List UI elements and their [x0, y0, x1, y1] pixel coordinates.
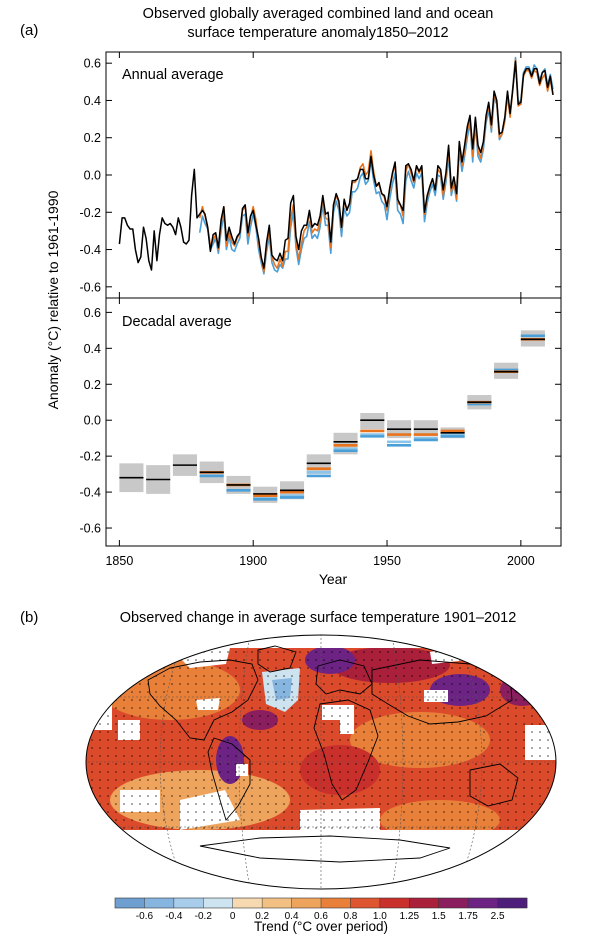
colorbar-tick-label: 2.5 [491, 911, 505, 922]
decadal-ytick-label: 0.6 [84, 306, 101, 320]
colorbar-tick-label: -0.4 [165, 911, 183, 922]
annual-ytick-label: -0.2 [79, 206, 101, 220]
colorbar-swatch [321, 898, 351, 908]
annual-series-black-line [118, 60, 554, 271]
colorbar-tick-label: -0.2 [195, 911, 213, 922]
annual-average-plot: Annual average -0.6 -0.4 -0.2 0.0 0.2 0.4 0.6 [79, 51, 562, 299]
colorbar-swatch [350, 898, 381, 908]
colorbar-swatch [262, 898, 292, 908]
map-graticule [86, 635, 556, 889]
annual-series-group [118, 56, 554, 275]
decadal-ytick-label: -0.2 [79, 450, 101, 464]
colorbar-swatch [438, 898, 469, 908]
panel-a-label: (a) [20, 22, 38, 39]
decadal-plot-frame [105, 297, 562, 547]
annual-series-blue-line [198, 56, 554, 275]
colorbar-tick-label: 1.75 [458, 911, 478, 922]
colorbar-tick-label: -0.6 [136, 911, 154, 922]
colorbar-tick-label: 0.8 [343, 911, 357, 922]
colorbar-swatch [497, 898, 528, 908]
map-coastlines [147, 645, 519, 863]
decadal-series-lines [119, 334, 545, 501]
panel-b-title: Observed change in average surface tempe… [120, 610, 517, 626]
annual-x-ticks [118, 52, 522, 298]
annual-ytick-label: 0.4 [84, 94, 101, 108]
colorbar-tick-label: 0.4 [285, 911, 299, 922]
decadal-y-ticks: -0.6 -0.4 -0.2 0.0 0.2 0.4 0.6 [79, 306, 561, 536]
decadal-uncertainty-box [413, 420, 438, 437]
decadal-ytick-label: -0.6 [79, 522, 101, 536]
colorbar-tick-label: 0.6 [314, 911, 328, 922]
decadal-uncertainty-boxes [119, 330, 545, 503]
y-axis-label: Anomaly (°C) relative to 1961-1990 [45, 190, 61, 409]
colorbar-label: Trend (°C over period) [254, 919, 388, 934]
decadal-x-ticks: 1850 1900 1950 2000 [105, 298, 535, 568]
annual-ytick-label: 0.6 [84, 57, 101, 71]
decadal-xtick-label: 2000 [507, 554, 535, 568]
annual-ytick-label: -0.4 [79, 243, 101, 257]
annual-ytick-label: 0.0 [84, 169, 101, 183]
colorbar-swatch [232, 898, 263, 908]
x-axis-label: Year [319, 571, 348, 587]
colorbar-swatch [144, 898, 175, 908]
decadal-xtick-label: 1850 [105, 554, 133, 568]
panel-b-label: (b) [20, 609, 38, 626]
annual-series-orange-line [198, 58, 554, 273]
panel-a-title-line1: Observed globally averaged combined land… [143, 6, 494, 22]
annual-average-title: Annual average [122, 67, 224, 83]
decadal-ytick-label: 0.0 [84, 414, 101, 428]
annual-ytick-label: -0.6 [79, 280, 101, 294]
decadal-average-plot: Decadal average -0.6 -0.4 -0.2 0.0 0.2 0.4 0.6… [79, 297, 562, 568]
colorbar-swatch [379, 898, 410, 908]
colorbar-tick-label: 0 [230, 911, 236, 922]
decadal-ytick-label: 0.4 [84, 342, 101, 356]
annual-ytick-label: 0.2 [84, 131, 101, 145]
colorbar-tick-label: 1.25 [400, 911, 420, 922]
colorbar-swatch [468, 898, 498, 908]
panel-a-title-line2: surface temperature anomaly1850–2012 [187, 25, 448, 41]
annual-y-ticks: -0.6 -0.4 -0.2 0.0 0.2 0.4 0.6 [79, 57, 561, 294]
decadal-average-title: Decadal average [122, 314, 232, 330]
colorbar-swatch [115, 898, 145, 908]
colorbar-swatch [409, 898, 440, 908]
colorbar-tick-label: 0.2 [255, 911, 269, 922]
decadal-xtick-label: 1900 [239, 554, 267, 568]
colorbar-swatch [173, 898, 204, 908]
colorbar-swatch [203, 898, 234, 908]
colorbar-swatch [291, 898, 322, 908]
world-map [85, 634, 557, 890]
decadal-xtick-label: 1950 [373, 554, 401, 568]
decadal-ytick-label: 0.2 [84, 378, 101, 392]
decadal-ytick-label: -0.4 [79, 486, 101, 500]
colorbar-tick-label: 1.0 [373, 911, 387, 922]
decadal-uncertainty-box [360, 413, 385, 430]
annual-plot-frame [105, 51, 562, 299]
colorbar-tick-label: 1.5 [432, 911, 446, 922]
colorbar: -0.6 -0.4 -0.2 0 0.2 0.4 0.6 0.8 1.0 1.25 1.5 1.75 2… [114, 897, 528, 922]
map-outline [85, 634, 557, 890]
